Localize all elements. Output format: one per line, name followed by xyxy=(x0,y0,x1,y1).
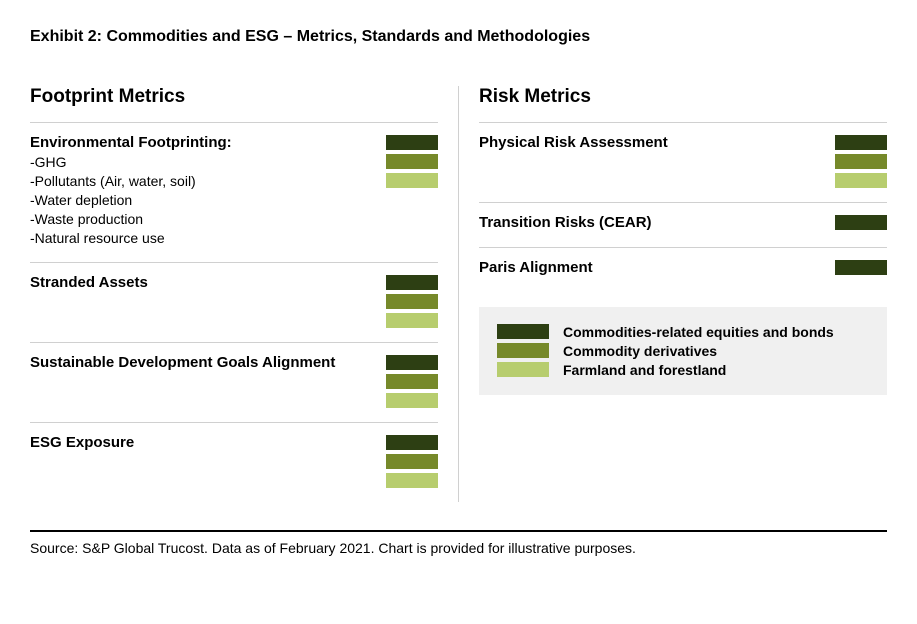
metric-text: Stranded Assets xyxy=(30,273,386,293)
swatch-stack xyxy=(386,133,438,188)
source-line: Source: S&P Global Trucost. Data as of F… xyxy=(30,530,887,556)
metric-text: Paris Alignment xyxy=(479,258,835,278)
right-metric-row: Transition Risks (CEAR) xyxy=(479,202,887,247)
left-metric-row: Sustainable Development Goals Alignment xyxy=(30,342,438,422)
left-metric-row: Stranded Assets xyxy=(30,262,438,342)
legend-row: Commodity derivatives xyxy=(497,343,869,359)
metric-subitem: -Waste production xyxy=(30,210,376,229)
metric-subitem: -Water depletion xyxy=(30,191,376,210)
metric-text: Transition Risks (CEAR) xyxy=(479,213,835,233)
right-column: Risk Metrics Physical Risk Assessment Tra… xyxy=(458,86,887,502)
swatch-stack xyxy=(835,258,887,275)
metric-text: Environmental Footprinting:-GHG-Pollutan… xyxy=(30,133,386,248)
legend-swatch-mid xyxy=(497,343,549,358)
swatch-dark xyxy=(386,435,438,450)
legend-label: Commodity derivatives xyxy=(563,343,717,359)
exhibit-title: Exhibit 2: Commodities and ESG – Metrics… xyxy=(30,28,887,46)
right-metric-row: Paris Alignment xyxy=(479,247,887,292)
metric-title: Sustainable Development Goals Alignment xyxy=(30,353,376,373)
left-metric-row: Environmental Footprinting:-GHG-Pollutan… xyxy=(30,122,438,262)
metric-title: ESG Exposure xyxy=(30,433,376,453)
metric-subitem: -Pollutants (Air, water, soil) xyxy=(30,172,376,191)
columns-container: Footprint Metrics Environmental Footprin… xyxy=(30,86,887,502)
metric-subitem: -GHG xyxy=(30,153,376,172)
right-metric-row: Physical Risk Assessment xyxy=(479,122,887,202)
swatch-mid xyxy=(386,374,438,389)
swatch-dark xyxy=(835,260,887,275)
legend-label: Commodities-related equities and bonds xyxy=(563,324,834,340)
right-column-header: Risk Metrics xyxy=(479,86,887,122)
legend-label: Farmland and forestland xyxy=(563,362,726,378)
metric-subitem: -Natural resource use xyxy=(30,229,376,248)
swatch-dark xyxy=(386,355,438,370)
swatch-light xyxy=(835,173,887,188)
metric-text: Sustainable Development Goals Alignment xyxy=(30,353,386,373)
legend-swatch-dark xyxy=(497,324,549,339)
swatch-stack xyxy=(386,353,438,408)
metric-text: Physical Risk Assessment xyxy=(479,133,835,153)
swatch-mid xyxy=(835,154,887,169)
swatch-light xyxy=(386,173,438,188)
metric-title: Paris Alignment xyxy=(479,258,825,278)
metric-text: ESG Exposure xyxy=(30,433,386,453)
swatch-stack xyxy=(835,213,887,230)
legend-swatch-light xyxy=(497,362,549,377)
legend-row: Farmland and forestland xyxy=(497,362,869,378)
swatch-light xyxy=(386,313,438,328)
swatch-stack xyxy=(386,433,438,488)
swatch-mid xyxy=(386,454,438,469)
swatch-stack xyxy=(386,273,438,328)
left-column: Footprint Metrics Environmental Footprin… xyxy=(30,86,458,502)
swatch-stack xyxy=(835,133,887,188)
left-metric-row: ESG Exposure xyxy=(30,422,438,502)
metric-title: Stranded Assets xyxy=(30,273,376,293)
swatch-dark xyxy=(835,135,887,150)
metric-title: Physical Risk Assessment xyxy=(479,133,825,153)
legend-box: Commodities-related equities and bonds Co… xyxy=(479,307,887,395)
swatch-light xyxy=(386,473,438,488)
swatch-light xyxy=(386,393,438,408)
swatch-dark xyxy=(386,275,438,290)
swatch-dark xyxy=(835,215,887,230)
swatch-mid xyxy=(386,154,438,169)
swatch-dark xyxy=(386,135,438,150)
metric-title: Environmental Footprinting: xyxy=(30,133,376,153)
left-column-header: Footprint Metrics xyxy=(30,86,438,122)
metric-title: Transition Risks (CEAR) xyxy=(479,213,825,233)
legend-row: Commodities-related equities and bonds xyxy=(497,324,869,340)
swatch-mid xyxy=(386,294,438,309)
